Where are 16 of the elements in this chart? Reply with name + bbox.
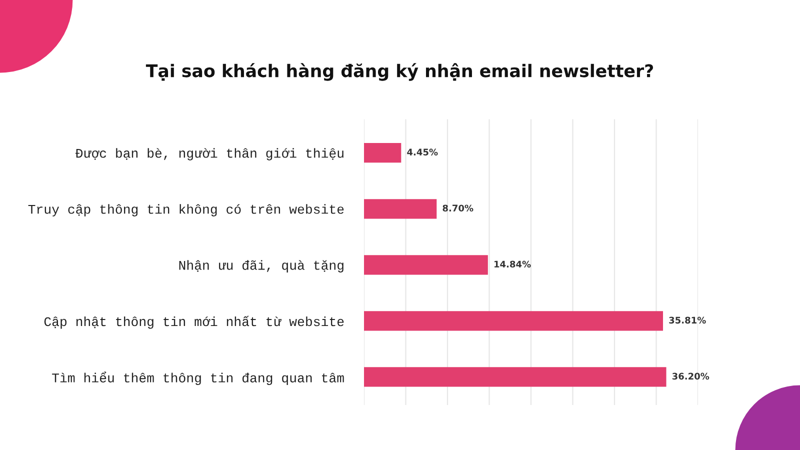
bar bbox=[364, 199, 437, 219]
y-tick-label: Được bạn bè, người thân giới thiệu bbox=[75, 148, 344, 160]
data-label: 8.70% bbox=[442, 204, 474, 212]
data-label: 35.81% bbox=[669, 316, 706, 324]
y-tick-label: Tìm hiểu thêm thông tin đang quan tâm bbox=[52, 372, 344, 386]
y-tick-label: Nhận ưu đãi, quà tặng bbox=[179, 260, 344, 272]
bar bbox=[364, 143, 402, 163]
y-tick-label: Truy cập thông tin không có trên website bbox=[28, 204, 344, 216]
bar bbox=[364, 311, 664, 331]
data-label: 14.84% bbox=[494, 260, 531, 268]
bar bbox=[364, 255, 488, 275]
bar bbox=[364, 367, 666, 387]
data-label: 4.45% bbox=[407, 148, 438, 156]
chart-title: Tại sao khách hàng đăng ký nhận email newsletter? bbox=[146, 63, 654, 81]
data-label: 36.20% bbox=[672, 372, 710, 380]
y-tick-label: Cập nhật thông tin mới nhất từ website bbox=[44, 316, 344, 329]
